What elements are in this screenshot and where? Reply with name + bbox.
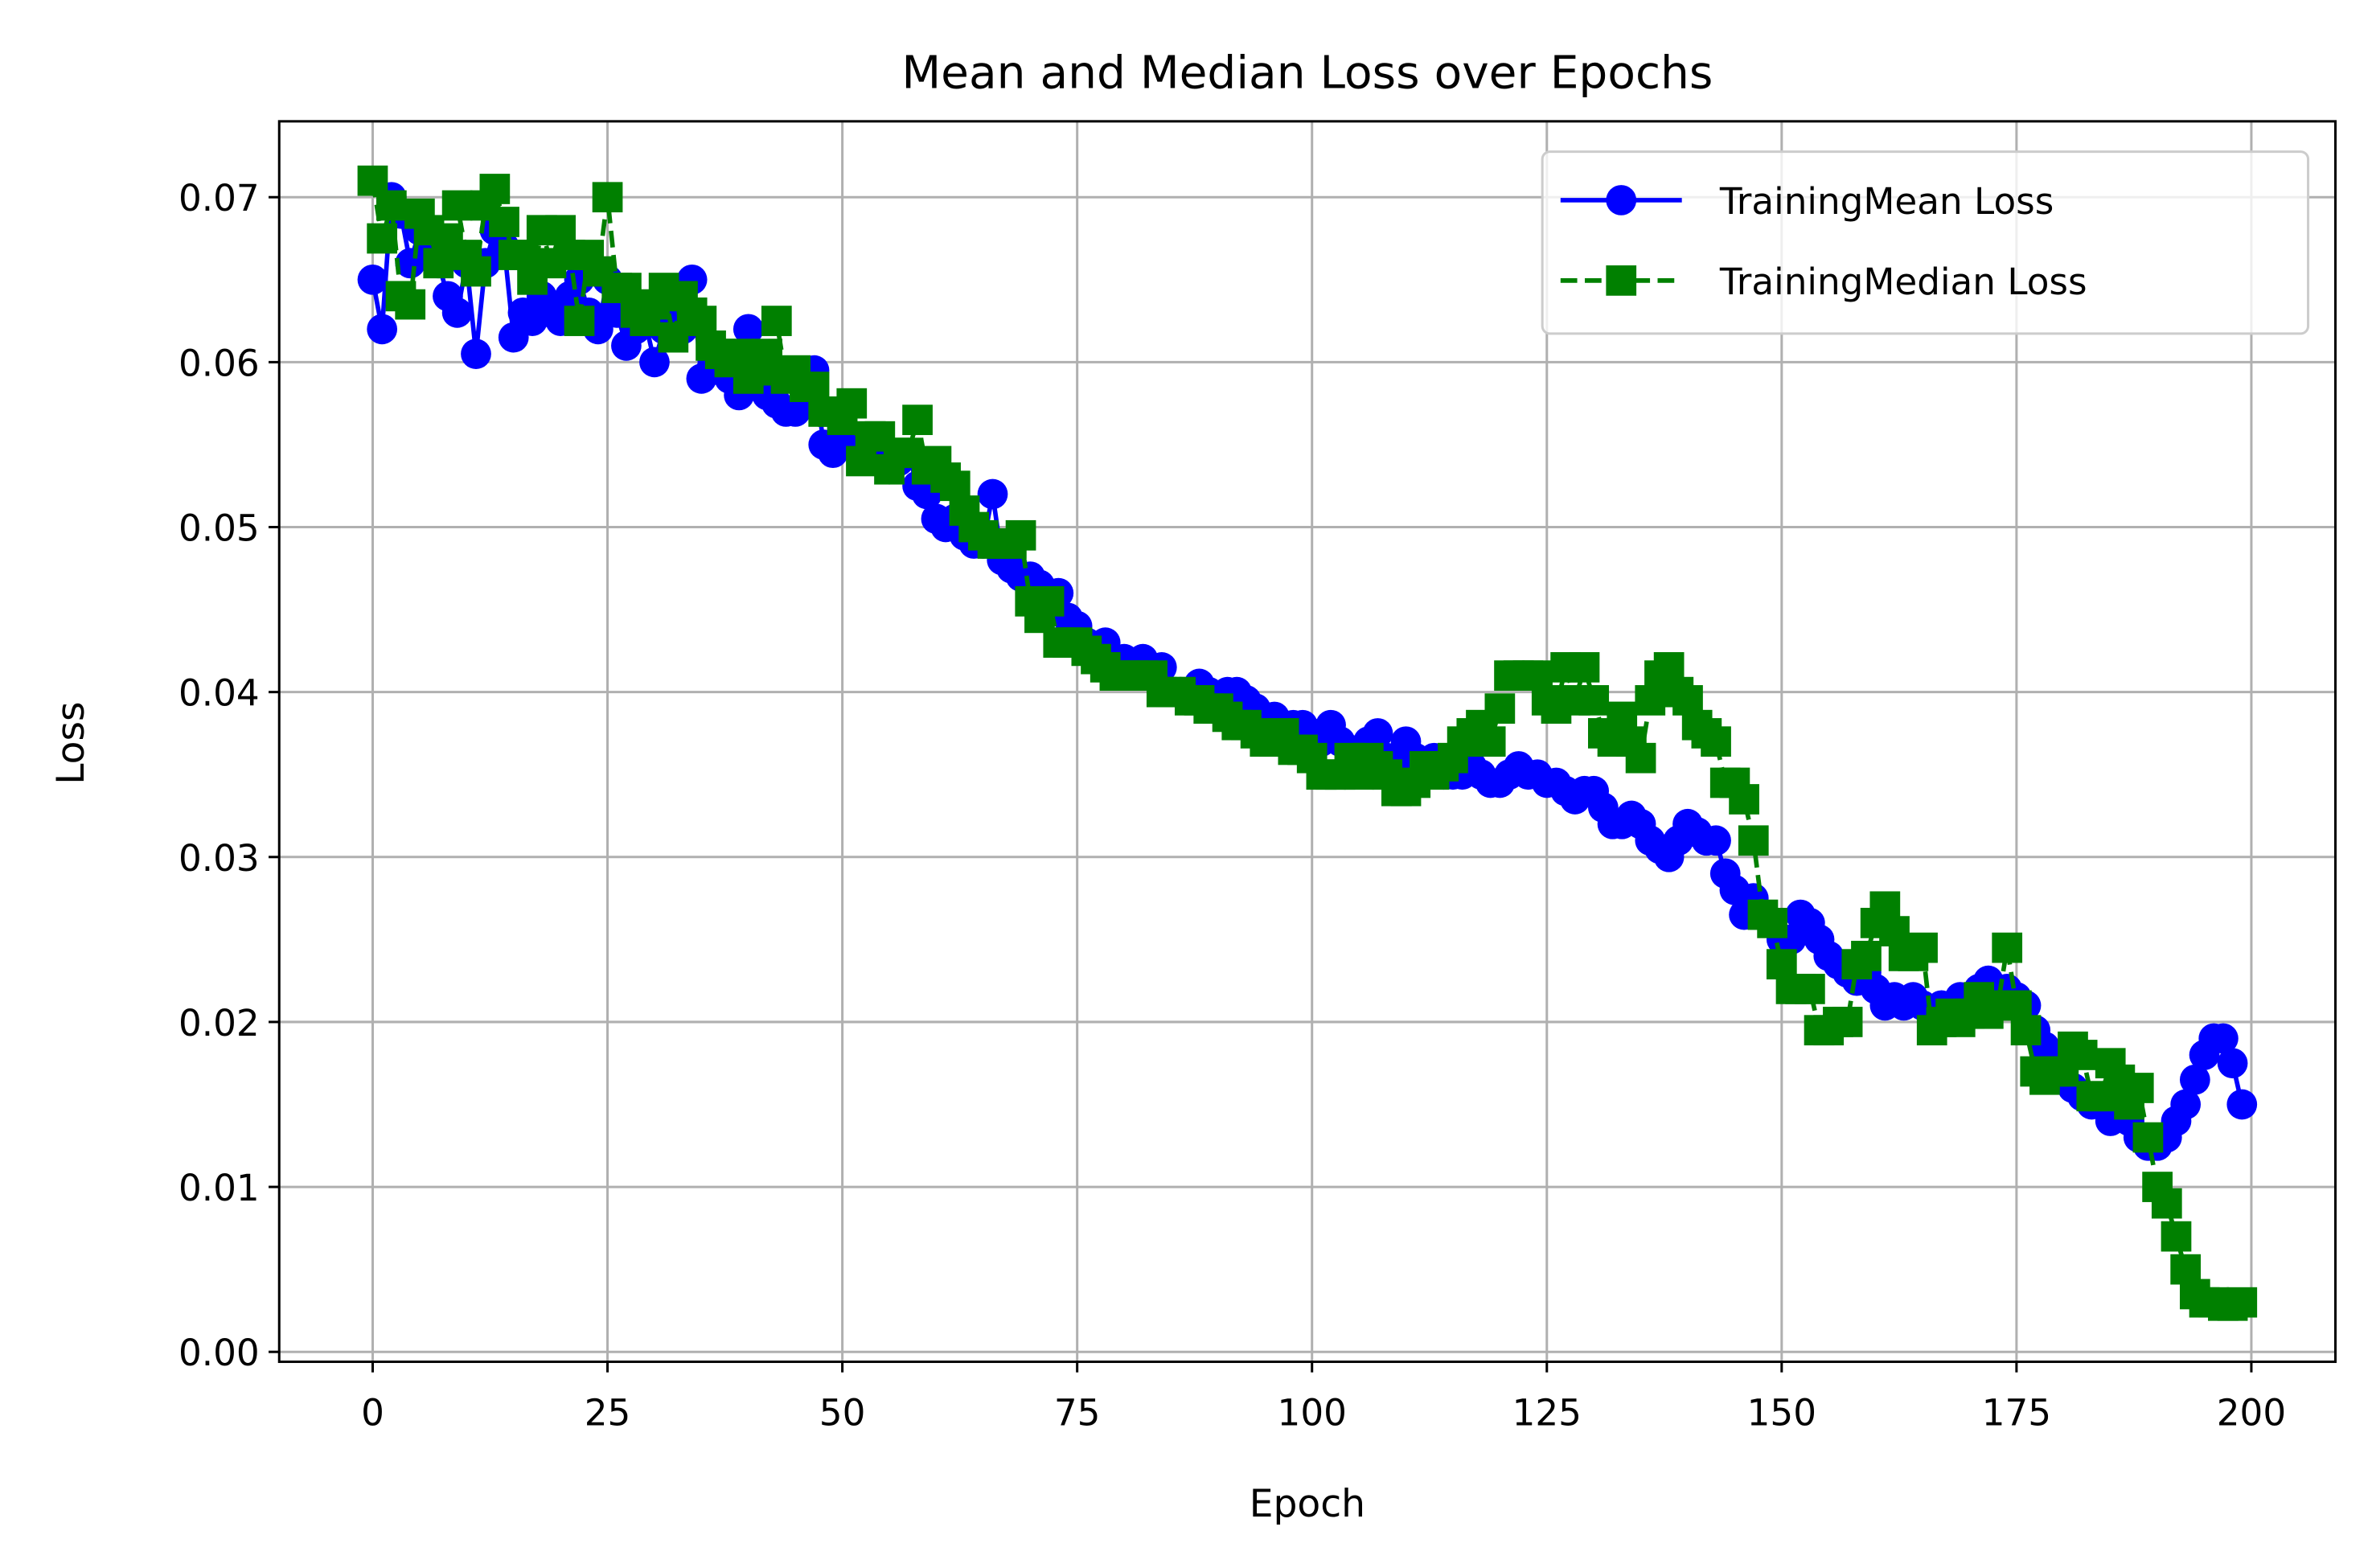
data-point <box>733 314 764 345</box>
data-point <box>592 182 623 213</box>
data-point <box>367 314 398 345</box>
data-point <box>902 404 933 436</box>
y-tick-label: 0.01 <box>179 1167 260 1209</box>
y-tick-label: 0.03 <box>179 837 260 880</box>
data-point <box>461 339 491 369</box>
y-tick-label: 0.05 <box>179 507 260 549</box>
data-point <box>1475 726 1506 757</box>
data-point <box>367 223 398 254</box>
legend-label: TrainingMedian Loss <box>1719 261 2087 303</box>
data-point <box>1033 585 1065 617</box>
data-point <box>2217 1048 2248 1079</box>
data-point <box>2208 1023 2239 1054</box>
data-point <box>1625 742 1656 774</box>
data-point <box>2123 1073 2154 1103</box>
data-point <box>2170 1089 2202 1120</box>
data-point <box>2132 1122 2164 1153</box>
data-point <box>1569 652 1600 683</box>
data-point <box>2010 1015 2042 1046</box>
chart-title: Mean and Median Loss over Epochs <box>901 46 1713 99</box>
legend-marker <box>1606 265 1637 296</box>
x-tick-label: 50 <box>819 1392 866 1435</box>
data-point <box>461 256 491 287</box>
x-axis-label: Epoch <box>1250 1482 1365 1526</box>
data-point <box>1005 519 1036 551</box>
y-tick-label: 0.02 <box>179 1002 260 1045</box>
data-point <box>1832 1007 1863 1037</box>
legend-box <box>1541 150 2310 335</box>
data-point <box>375 190 407 221</box>
data-point <box>1729 784 1759 815</box>
y-tick-label: 0.07 <box>179 177 260 220</box>
y-axis-label: Loss <box>49 701 93 784</box>
y-tick-label: 0.04 <box>179 672 260 715</box>
data-point <box>1795 974 1825 1004</box>
legend-marker <box>1606 185 1637 215</box>
data-point <box>357 264 388 295</box>
data-point <box>1907 932 1938 963</box>
data-point <box>2179 1064 2210 1095</box>
x-tick-label: 200 <box>2217 1392 2286 1435</box>
data-point <box>1992 932 2023 963</box>
data-point <box>2161 1221 2192 1252</box>
data-point <box>441 297 473 328</box>
legend-label: TrainingMean Loss <box>1719 180 2054 223</box>
data-point <box>977 478 1008 510</box>
data-point <box>564 306 595 336</box>
data-point <box>2226 1089 2258 1120</box>
data-point <box>441 190 473 221</box>
x-tick-label: 150 <box>1747 1392 1816 1435</box>
data-point <box>1578 685 1610 716</box>
x-tick-label: 100 <box>1278 1392 1347 1435</box>
data-point <box>1701 825 1731 856</box>
data-point <box>836 388 868 419</box>
x-tick-label: 0 <box>361 1392 384 1435</box>
y-tick-label: 0.06 <box>179 342 260 384</box>
data-point <box>639 347 670 378</box>
data-point <box>1738 825 1769 856</box>
data-point <box>1757 907 1788 938</box>
data-point <box>1701 726 1731 757</box>
x-tick-label: 125 <box>1512 1392 1582 1435</box>
data-point <box>2151 1188 2182 1219</box>
data-point <box>489 207 519 237</box>
plot-frame <box>277 120 2337 1364</box>
data-point <box>1484 693 1516 724</box>
data-point <box>1851 941 1882 971</box>
data-point <box>2066 1040 2098 1070</box>
x-tick-label: 75 <box>1054 1392 1101 1435</box>
data-point <box>395 289 426 320</box>
data-point <box>2226 1287 2258 1318</box>
x-tick-label: 175 <box>1982 1392 2051 1435</box>
data-point <box>1362 718 1393 749</box>
y-tick-label: 0.00 <box>179 1332 260 1374</box>
data-point <box>761 306 792 336</box>
x-tick-label: 25 <box>585 1392 631 1435</box>
data-point <box>479 174 511 204</box>
